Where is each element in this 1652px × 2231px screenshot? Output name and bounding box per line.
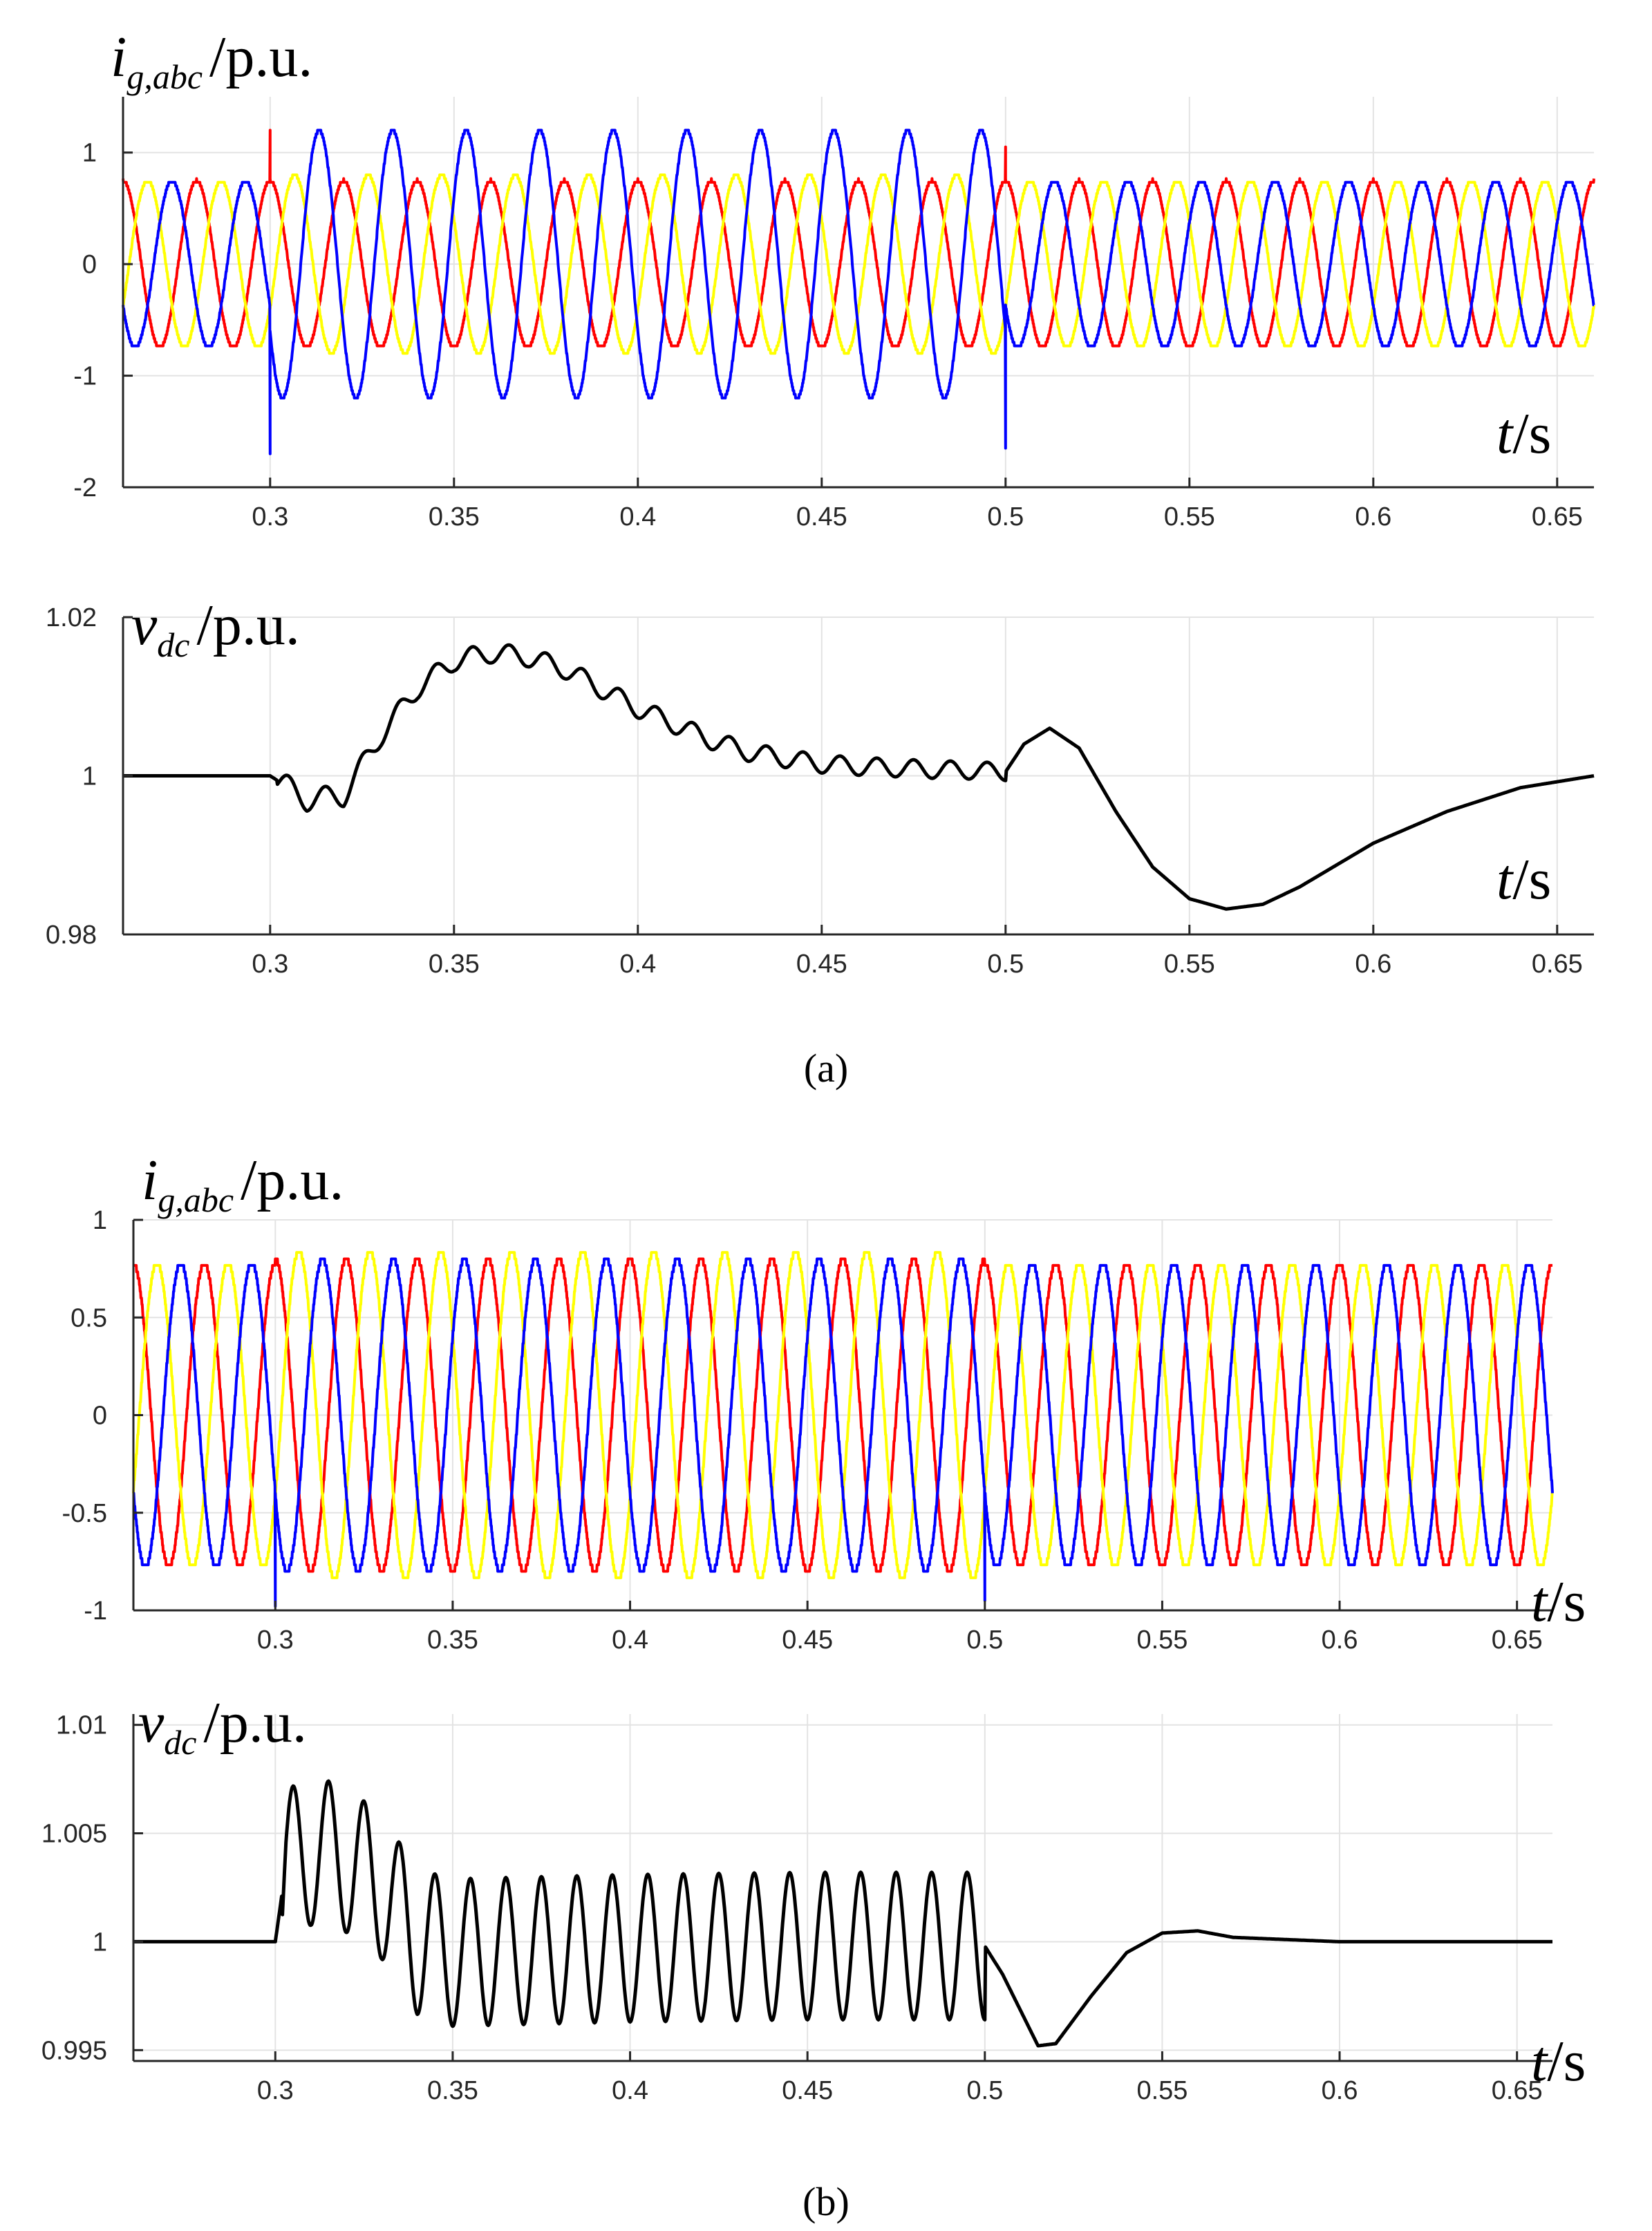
- x-tick-label: 0.65: [1492, 2076, 1543, 2105]
- x-tick-label: 0.3: [257, 1626, 294, 1655]
- x-tick-label: 0.55: [1164, 502, 1215, 531]
- x-tick-label: 0.45: [796, 502, 847, 531]
- y-tick-label: 1.005: [41, 1820, 107, 1849]
- series-line-phase-c: [132, 1257, 1554, 1608]
- x-tick-label: 0.55: [1136, 2076, 1188, 2105]
- plot-area: [123, 97, 1594, 487]
- y-tick-label: 1: [82, 139, 97, 168]
- x-tick-label: 0.35: [429, 502, 480, 531]
- x-tick-label: 0.6: [1355, 950, 1391, 979]
- x-tick-label: 0.6: [1355, 502, 1391, 531]
- x-axis-label: t/s: [1496, 402, 1551, 466]
- x-tick-label: 0.35: [427, 2076, 478, 2105]
- x-tick-label: 0.3: [252, 502, 288, 531]
- chart-a-current: 0.3 0.35 0.4 0.45 0.5 0.55 0.6 0.65 -2 -1 0 1 ig,abc…: [73, 25, 1595, 531]
- y-tick-label: 0: [93, 1402, 107, 1431]
- x-tick-label: 0.65: [1532, 950, 1583, 979]
- chart-a-vdc: 0.3 0.35 0.4 0.45 0.5 0.55 0.6 0.65 0.98 1 1.02 vdc…: [46, 593, 1595, 979]
- series-group: [122, 129, 1595, 455]
- plot-area: [133, 1714, 1552, 2061]
- x-tick-label: 0.5: [966, 1626, 1003, 1655]
- x-tick-label: 0.4: [612, 1626, 648, 1655]
- x-tick-label: 0.45: [782, 1626, 833, 1655]
- x-tick-label: 0.4: [612, 2076, 648, 2105]
- series-line-vdc: [122, 643, 1595, 911]
- x-tick-label: 0.55: [1136, 1626, 1188, 1655]
- x-tick-label: 0.6: [1322, 2076, 1358, 2105]
- y-tick-label: -2: [73, 473, 97, 502]
- series-group: [132, 1251, 1554, 1608]
- chart-b-vdc: 0.3 0.35 0.4 0.45 0.5 0.55 0.6 0.65 0.995 1 1.005 1…: [41, 1691, 1586, 2105]
- x-axis-label: t/s: [1531, 1570, 1586, 1634]
- x-tick-label: 0.45: [782, 2076, 833, 2105]
- y-tick-label: 0.995: [41, 2036, 107, 2065]
- y-tick-label: 0: [82, 250, 97, 279]
- y-tick-label: 1: [82, 762, 97, 791]
- chart-b-current: 0.3 0.35 0.4 0.45 0.5 0.55 0.6 0.65 -1 -0.5 0 0.5 1 i…: [62, 1148, 1586, 1655]
- y-axis-label: ig,abc/p.u.: [111, 25, 312, 96]
- y-tick-label: 1.02: [46, 603, 97, 632]
- y-tick-label: 0.5: [71, 1303, 107, 1333]
- x-tick-label: 0.55: [1164, 950, 1215, 979]
- x-tick-label: 0.5: [966, 2076, 1003, 2105]
- x-tick-label: 0.3: [252, 950, 288, 979]
- caption-a: (a): [804, 1046, 848, 1091]
- series-line-phase-c: [122, 129, 1595, 455]
- x-tick-label: 0.65: [1492, 1626, 1543, 1655]
- y-tick-label: 1: [93, 1206, 107, 1235]
- y-axis-label: vdc/p.u.: [138, 1691, 307, 1762]
- y-tick-label: -1: [73, 362, 97, 391]
- series-group: [122, 643, 1595, 911]
- x-tick-label: 0.45: [796, 950, 847, 979]
- x-axis-label: t/s: [1531, 2029, 1586, 2093]
- y-tick-label: 1.01: [56, 1711, 107, 1740]
- y-tick-label: 1: [93, 1928, 107, 1957]
- x-tick-label: 0.35: [427, 1626, 478, 1655]
- x-tick-label: 0.4: [619, 502, 656, 531]
- x-tick-label: 0.5: [987, 502, 1024, 531]
- x-tick-label: 0.5: [987, 950, 1024, 979]
- y-axis-label: vdc/p.u.: [131, 593, 300, 664]
- y-tick-label: 0.98: [46, 921, 97, 950]
- x-tick-label: 0.6: [1322, 1626, 1358, 1655]
- x-tick-label: 0.65: [1532, 502, 1583, 531]
- series-line-vdc: [132, 1779, 1554, 2048]
- series-line-phase-b: [122, 173, 1595, 355]
- x-tick-label: 0.4: [619, 950, 656, 979]
- caption-b: (b): [802, 2179, 850, 2224]
- y-tick-label: -1: [84, 1597, 107, 1626]
- x-axis-label: t/s: [1496, 847, 1551, 912]
- x-tick-label: 0.35: [429, 950, 480, 979]
- series-group: [132, 1779, 1554, 2048]
- y-tick-label: -0.5: [62, 1499, 107, 1528]
- y-axis-label: ig,abc/p.u.: [142, 1148, 344, 1219]
- x-tick-label: 0.3: [257, 2076, 294, 2105]
